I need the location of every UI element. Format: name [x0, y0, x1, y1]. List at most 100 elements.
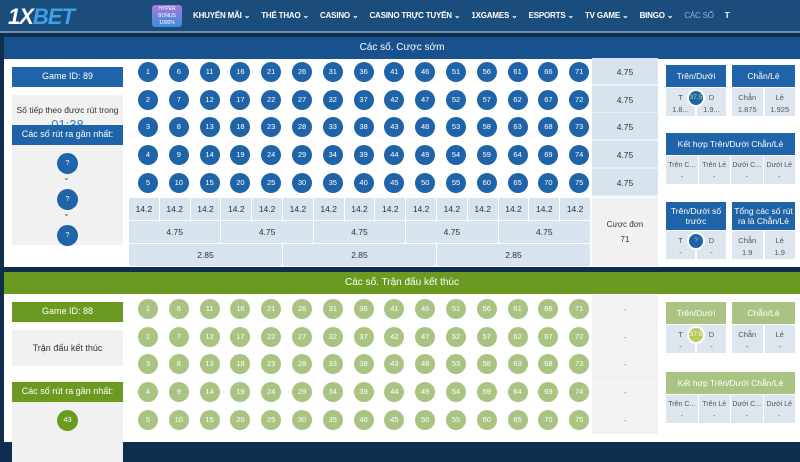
number-ball[interactable]: 40 — [353, 410, 374, 430]
row-odds[interactable]: 4.75 — [592, 113, 658, 141]
number-ball[interactable]: 46 — [415, 299, 436, 319]
number-ball[interactable]: 26 — [292, 299, 312, 319]
group-odds[interactable]: 4.75 — [406, 221, 499, 243]
even_odd-left-option[interactable]: Chẵn 1.875 — [732, 88, 763, 116]
number-ball[interactable]: 53 — [446, 117, 466, 137]
column-odds[interactable]: 14.2 — [221, 198, 253, 220]
row-odds[interactable]: 4.75 — [592, 86, 658, 114]
number-ball[interactable]: 20 — [230, 410, 251, 430]
number-ball[interactable]: 62 — [507, 90, 528, 110]
number-ball[interactable]: 32 — [322, 90, 343, 110]
number-ball[interactable]: 11 — [199, 299, 220, 319]
number-ball[interactable]: 60 — [476, 410, 497, 430]
number-ball[interactable]: 7 — [168, 90, 189, 110]
number-ball[interactable]: 69 — [538, 145, 559, 165]
number-ball[interactable]: 13 — [199, 354, 220, 374]
number-ball[interactable]: 73 — [569, 117, 590, 137]
column-odds[interactable]: 14.2 — [190, 198, 222, 220]
number-ball[interactable]: 26 — [292, 62, 312, 82]
combo-option[interactable]: Trên Lẻ - — [698, 156, 730, 184]
number-ball[interactable]: 48 — [415, 354, 436, 374]
number-ball[interactable]: 53 — [446, 354, 466, 374]
number-ball[interactable]: 7 — [168, 327, 189, 347]
number-ball[interactable]: 49 — [415, 145, 436, 165]
number-ball[interactable]: 50 — [415, 410, 436, 430]
number-ball[interactable]: 5 — [138, 410, 158, 430]
number-ball[interactable]: 48 — [415, 117, 436, 137]
group-odds[interactable]: 2.85 — [283, 244, 437, 266]
combo-option[interactable]: Trên C... - — [666, 395, 698, 423]
number-ball[interactable]: 37 — [353, 327, 374, 347]
number-ball[interactable]: 66 — [538, 62, 559, 82]
number-ball[interactable]: 16 — [230, 299, 251, 319]
number-ball[interactable]: 62 — [507, 327, 528, 347]
number-ball[interactable]: 2 — [138, 327, 158, 347]
number-ball[interactable]: 59 — [476, 382, 497, 402]
number-ball[interactable]: 39 — [353, 145, 374, 165]
combo-option[interactable]: Trên Lẻ - — [698, 395, 730, 423]
sum_eo-right-option[interactable]: Lẻ 1.9 — [764, 231, 795, 259]
number-ball[interactable]: 37 — [353, 90, 374, 110]
column-odds[interactable]: 14.2 — [159, 198, 191, 220]
number-ball[interactable]: 30 — [292, 173, 312, 193]
number-ball[interactable]: 22 — [261, 90, 282, 110]
group-odds[interactable]: 4.75 — [498, 221, 591, 243]
number-ball[interactable]: 35 — [322, 173, 343, 193]
number-ball[interactable]: 24 — [261, 382, 282, 402]
number-ball[interactable]: 47 — [415, 327, 436, 347]
number-ball[interactable]: 15 — [199, 410, 220, 430]
number-ball[interactable]: 72 — [569, 327, 590, 347]
number-ball[interactable]: 22 — [261, 327, 282, 347]
number-ball[interactable]: 16 — [230, 62, 251, 82]
number-ball[interactable]: 21 — [261, 62, 282, 82]
nav-item[interactable]: ESPORTS ⌄ — [528, 11, 575, 20]
column-odds[interactable]: 14.2 — [406, 198, 437, 220]
number-ball[interactable]: 44 — [384, 145, 405, 165]
number-ball[interactable]: 17 — [230, 327, 251, 347]
number-ball[interactable]: 20 — [230, 173, 251, 193]
number-ball[interactable]: 13 — [199, 117, 220, 137]
number-ball[interactable]: 2 — [138, 90, 158, 110]
number-ball[interactable]: 4 — [138, 382, 158, 402]
group-odds[interactable]: 2.85 — [129, 244, 283, 266]
nav-item[interactable]: KHUYẾN MÃI ⌄ — [193, 11, 251, 20]
column-odds[interactable]: 14.2 — [529, 198, 561, 220]
number-ball[interactable]: 18 — [230, 117, 251, 137]
number-ball[interactable]: 6 — [168, 62, 189, 82]
number-ball[interactable]: 29 — [292, 382, 312, 402]
group-odds[interactable]: 4.75 — [221, 221, 314, 243]
number-ball[interactable]: 12 — [199, 327, 220, 347]
number-ball[interactable]: 63 — [507, 117, 528, 137]
number-ball[interactable]: 33 — [322, 117, 343, 137]
number-ball[interactable]: 5 — [138, 173, 158, 193]
number-ball[interactable]: 70 — [538, 410, 559, 430]
number-ball[interactable]: 38 — [353, 354, 374, 374]
number-ball[interactable]: 31 — [322, 62, 343, 82]
number-ball[interactable]: 67 — [538, 90, 559, 110]
number-ball[interactable]: 36 — [353, 299, 374, 319]
number-ball[interactable]: 40 — [353, 173, 374, 193]
number-ball[interactable]: 41 — [384, 299, 405, 319]
nav-item[interactable]: 1XGAMES ⌄ — [471, 11, 518, 20]
number-ball[interactable]: 46 — [415, 62, 436, 82]
number-ball[interactable]: 52 — [446, 90, 466, 110]
number-ball[interactable]: 68 — [538, 354, 559, 374]
number-ball[interactable]: 70 — [538, 173, 559, 193]
number-ball[interactable]: 28 — [292, 117, 312, 137]
number-ball[interactable]: 15 — [199, 173, 220, 193]
number-ball[interactable]: 67 — [538, 327, 559, 347]
number-ball[interactable]: 4 — [138, 145, 158, 165]
number-ball[interactable]: 51 — [446, 299, 466, 319]
number-ball[interactable]: 41 — [384, 62, 405, 82]
column-odds[interactable]: 14.2 — [498, 198, 530, 220]
number-ball[interactable]: 58 — [476, 354, 497, 374]
number-ball[interactable]: 75 — [569, 173, 590, 193]
number-ball[interactable]: 61 — [507, 299, 528, 319]
number-ball[interactable]: 34 — [322, 145, 343, 165]
number-ball[interactable]: 54 — [446, 382, 466, 402]
number-ball[interactable]: 66 — [538, 299, 559, 319]
number-ball[interactable]: 10 — [168, 410, 189, 430]
number-ball[interactable]: 3 — [138, 354, 158, 374]
column-odds[interactable]: 14.2 — [344, 198, 376, 220]
number-ball[interactable]: 19 — [230, 145, 251, 165]
